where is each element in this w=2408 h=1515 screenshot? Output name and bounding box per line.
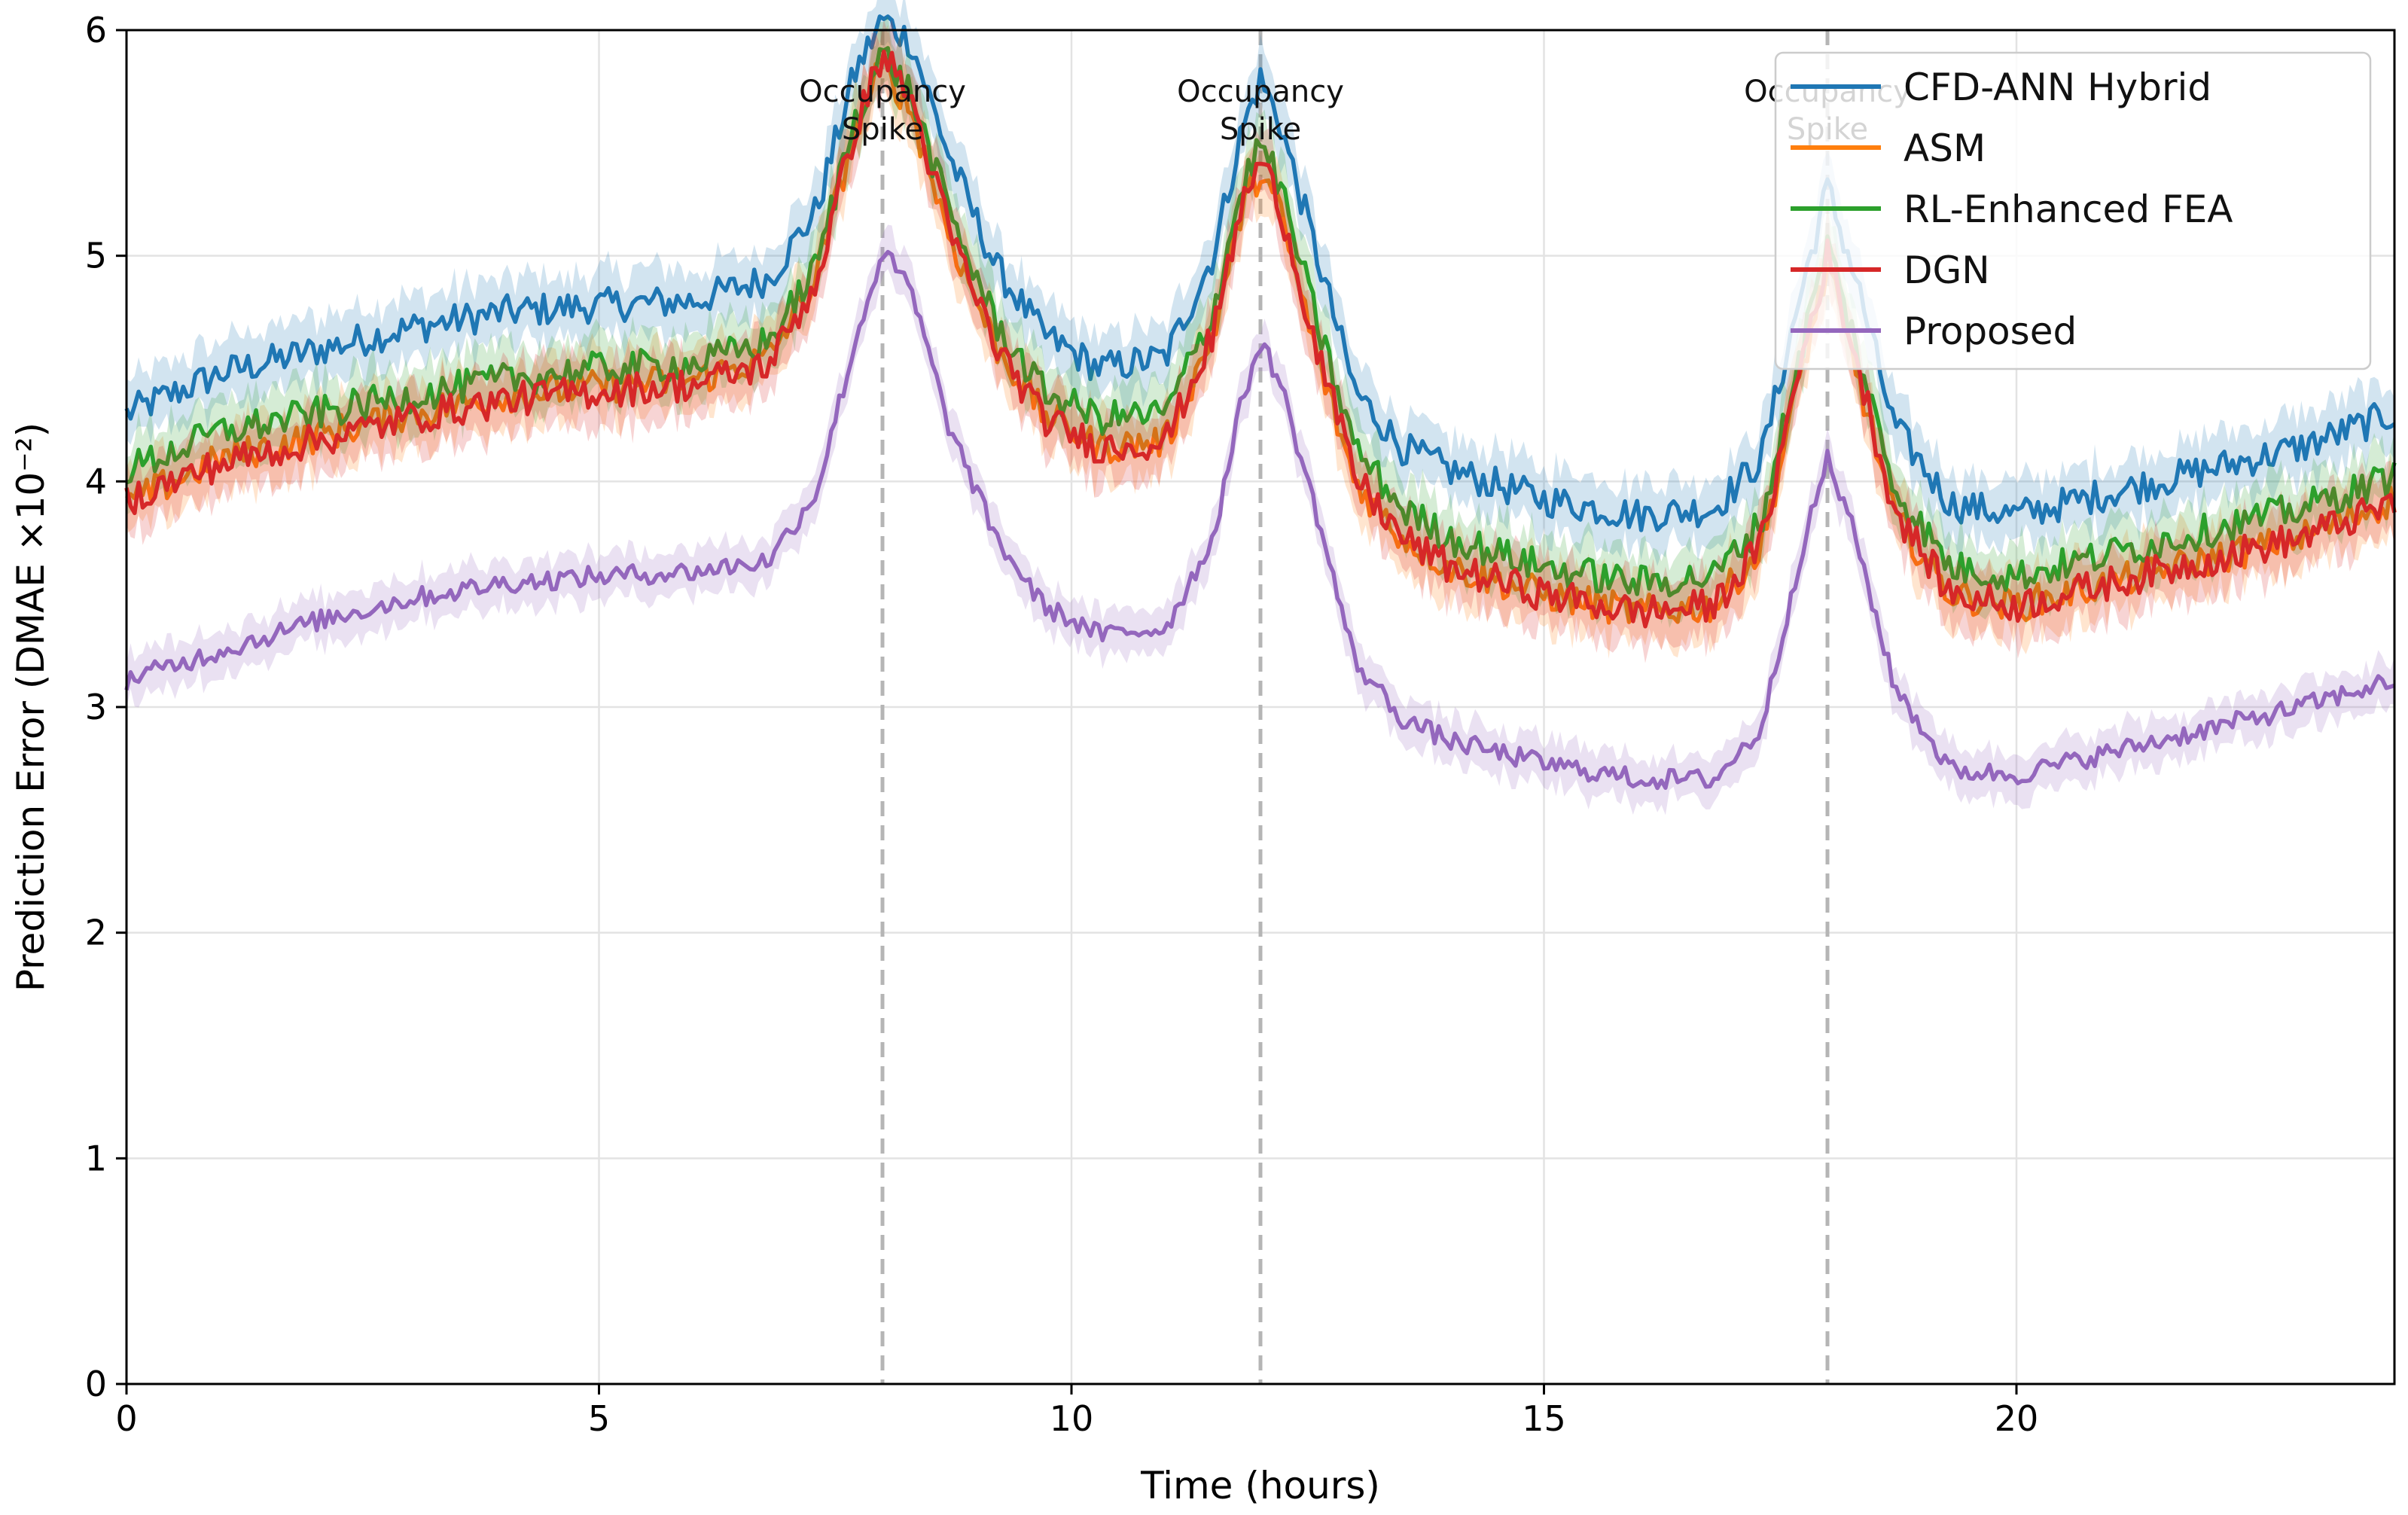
series-band-cfd-ann-hybrid — [126, 0, 2394, 566]
legend-label-proposed: Proposed — [1904, 309, 2077, 353]
y-tick-label: 6 — [85, 10, 107, 50]
series-line-dgn — [124, 49, 2397, 629]
event-label: Occupancy — [1177, 75, 1344, 109]
series-line-cfd-ann-hybrid — [124, 14, 2396, 532]
series-band-proposed — [126, 224, 2394, 815]
series-line-proposed — [124, 249, 2395, 791]
series-lines — [124, 0, 2397, 815]
x-tick-label: 5 — [588, 1398, 610, 1439]
y-tick-label: 3 — [85, 687, 107, 727]
legend-box — [1774, 51, 2372, 370]
axis-ticks: 0 5 10 15 20 0 1 2 3 4 5 6 — [85, 10, 2039, 1439]
legend-label-asm: ASM — [1904, 127, 1986, 170]
legend-label-rl-enhanced-fea: RL-Enhanced FEA — [1904, 187, 2233, 231]
y-tick-label: 5 — [85, 236, 107, 276]
series-band-rl-enhanced-fea — [126, 16, 2394, 628]
series-line-asm — [125, 54, 2397, 625]
event-label: Spike — [1220, 112, 1301, 147]
legend-label-cfd-ann-hybrid: CFD-ANN Hybrid — [1904, 66, 2211, 109]
legend: CFD-ANN Hybrid ASM RL-Enhanced FEA DGN Propo… — [1774, 51, 2372, 370]
event-annotations: OccupancySpikeOccupancySpikeOccupancySpi… — [799, 75, 1911, 147]
x-tick-label: 0 — [115, 1398, 137, 1439]
y-tick-label: 1 — [85, 1138, 107, 1178]
x-tick-label: 15 — [1522, 1398, 1566, 1439]
series-line-rl-enhanced-fea — [126, 46, 2397, 598]
event-label: Occupancy — [799, 75, 966, 109]
x-axis-label: Time (hours) — [1140, 1464, 1380, 1507]
x-tick-label: 10 — [1050, 1398, 1094, 1439]
y-tick-label: 2 — [85, 913, 107, 953]
legend-label-dgn: DGN — [1904, 248, 1990, 292]
y-tick-label: 4 — [85, 461, 107, 501]
y-axis-label: Prediction Error (DMAE ×10⁻²) — [9, 422, 53, 992]
series-band-dgn — [126, 19, 2394, 663]
event-label: Spike — [842, 112, 923, 147]
x-tick-label: 20 — [1995, 1398, 2039, 1439]
series-band-asm — [126, 25, 2394, 659]
y-tick-label: 0 — [85, 1364, 107, 1404]
